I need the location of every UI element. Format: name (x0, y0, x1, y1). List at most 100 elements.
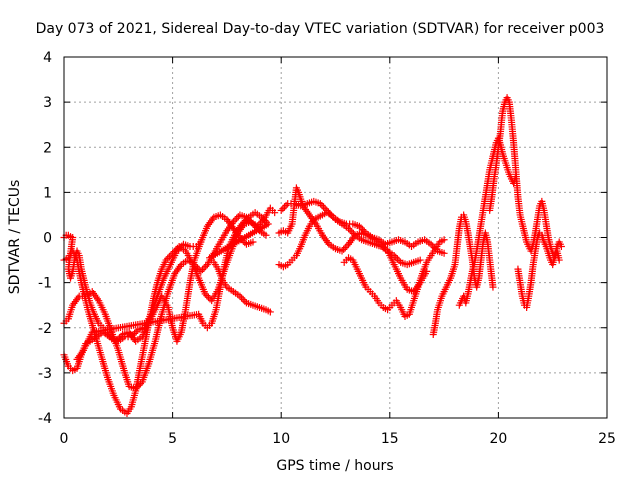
data-point (393, 255, 401, 263)
x-tick-label: 15 (381, 431, 399, 447)
series-arc2 (60, 211, 270, 393)
data-point (233, 214, 241, 222)
x-axis-label: GPS time / hours (276, 458, 393, 474)
data-point (360, 227, 368, 235)
data-point (162, 256, 170, 264)
series-arc5 (73, 209, 274, 363)
data-point (340, 245, 348, 253)
x-tick-labels: 0 5 10 15 20 25 (60, 431, 616, 447)
data-point (198, 266, 206, 274)
data-point (345, 224, 353, 232)
data-point (176, 244, 184, 252)
y-tick-label: 4 (43, 50, 52, 66)
data-point (271, 209, 279, 217)
data-point (279, 205, 287, 213)
data-point (280, 203, 288, 211)
y-axis-label: SDTVAR / TECUs (7, 180, 23, 295)
y-tick-label: -1 (38, 276, 52, 292)
data-point (489, 283, 497, 291)
data-point (341, 244, 349, 252)
data-point (240, 218, 248, 226)
data-point (328, 212, 336, 220)
y-tick-label: 3 (43, 95, 52, 111)
data-point (440, 249, 448, 257)
data-point (132, 328, 140, 336)
y-tick-label: -2 (38, 321, 52, 337)
x-tick-label: 25 (598, 431, 616, 447)
data-point (440, 236, 448, 244)
data-point (238, 294, 246, 302)
x-tick-label: 20 (489, 431, 507, 447)
data-point (197, 267, 205, 275)
y-tick-label: 2 (43, 140, 52, 156)
y-tick-label: 1 (43, 185, 52, 201)
data-point (132, 385, 140, 393)
data-point (247, 218, 255, 226)
data-point (262, 231, 270, 239)
data-point (197, 238, 205, 246)
data-point (238, 220, 246, 228)
series-arc10 (429, 211, 497, 339)
data-point (194, 264, 202, 272)
y-tick-labels: -4 -3 -2 -1 0 1 2 3 4 (38, 50, 52, 427)
data-point (357, 224, 365, 232)
data-point (259, 215, 267, 223)
data-point (178, 242, 186, 250)
data-point (164, 254, 172, 262)
data-point (135, 381, 143, 389)
chart-title: Day 073 of 2021, Sidereal Day-to-day VTE… (36, 21, 605, 37)
data-point (320, 203, 328, 211)
data-point (348, 228, 356, 236)
y-tick-label: 0 (43, 231, 52, 247)
data-point (204, 293, 212, 301)
data-point (131, 329, 139, 337)
series-arc13 (514, 229, 565, 311)
data-point (282, 201, 290, 209)
data-point (137, 380, 145, 388)
data-point (175, 245, 183, 253)
data-point (241, 217, 249, 225)
data-point (243, 215, 251, 223)
data-point (258, 213, 266, 221)
data-point (133, 383, 141, 391)
data-point (316, 200, 324, 208)
data-point (261, 217, 269, 225)
data-point (249, 220, 257, 228)
data-point (321, 205, 329, 213)
data-point (202, 262, 210, 270)
data-point (173, 247, 181, 255)
data-point (359, 226, 367, 234)
data-point (200, 264, 208, 272)
data-point (266, 308, 274, 316)
data-point (201, 290, 209, 298)
data-point (355, 222, 363, 230)
data-point (323, 206, 331, 214)
x-tick-label: 10 (272, 431, 290, 447)
data-points (60, 94, 565, 417)
data-point (249, 238, 257, 246)
series-arc7 (275, 184, 431, 296)
series-arc8 (277, 197, 448, 257)
data-point (203, 292, 211, 300)
data-point (346, 226, 354, 234)
data-point (127, 333, 135, 341)
x-tick-label: 5 (168, 431, 177, 447)
data-point (395, 257, 403, 265)
data-point (241, 297, 249, 305)
data-point (557, 243, 565, 251)
series-arc12 (486, 94, 563, 264)
data-point (380, 244, 388, 252)
x-tick-label: 0 (60, 431, 69, 447)
y-tick-label: -4 (38, 411, 52, 427)
data-point (324, 208, 332, 216)
data-point (129, 331, 137, 339)
data-point (427, 240, 435, 248)
data-point (251, 222, 259, 230)
data-point (318, 201, 326, 209)
data-point (277, 206, 285, 214)
data-point (338, 247, 346, 255)
plot-frame (63, 56, 608, 419)
data-point (416, 256, 424, 264)
data-point (326, 210, 334, 218)
